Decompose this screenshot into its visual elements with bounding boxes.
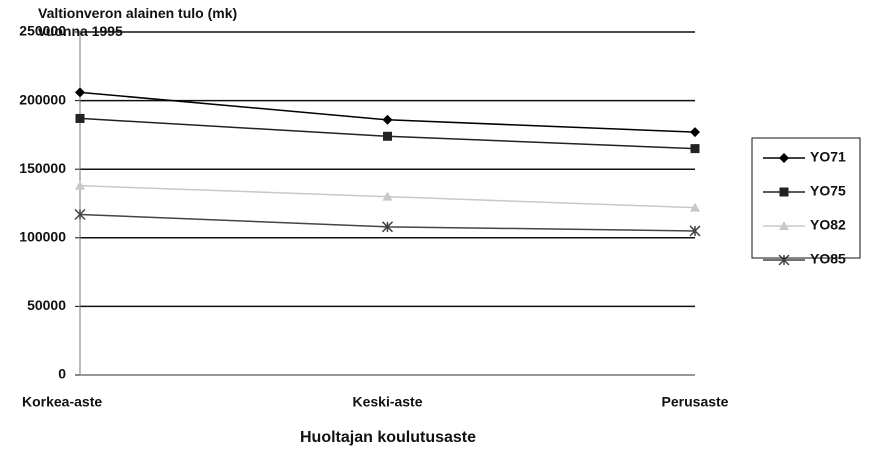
chart-title: Valtionveron alainen tulo (mk) vuonna 19… — [38, 5, 238, 39]
legend-marker — [779, 221, 789, 230]
legend-label: YO71 — [810, 149, 846, 165]
marker — [381, 221, 394, 233]
x-tick-label: Korkea-aste — [22, 394, 102, 410]
marker — [74, 208, 86, 221]
legend-label: YO82 — [810, 217, 846, 233]
legend-label: YO75 — [810, 183, 846, 199]
legend-label: YO85 — [810, 251, 846, 267]
marker — [689, 225, 701, 237]
legend-box — [751, 137, 861, 259]
x-tick-label: Keski-aste — [352, 394, 422, 410]
marker — [382, 191, 393, 201]
legend-marker — [779, 187, 789, 197]
marker — [383, 131, 392, 141]
y-tick-label: 100000 — [19, 229, 66, 245]
x-axis-label: Huoltajan koulutusaste — [300, 429, 476, 446]
marker — [382, 114, 393, 125]
y-tick-label: 0 — [58, 366, 66, 382]
marker — [690, 144, 700, 154]
marker — [690, 202, 700, 212]
y-tick-label: 50000 — [27, 297, 66, 313]
y-tick-label: 200000 — [19, 91, 66, 107]
marker — [75, 87, 85, 98]
marker — [75, 180, 85, 190]
series-line — [79, 91, 696, 133]
marker — [75, 113, 85, 123]
marker — [690, 127, 700, 138]
legend-marker — [779, 153, 789, 163]
y-tick-label: 150000 — [19, 160, 66, 176]
x-tick-label: Perusaste — [662, 394, 729, 410]
y-tick-label: 250000 — [19, 23, 66, 39]
legend-marker — [778, 254, 790, 266]
